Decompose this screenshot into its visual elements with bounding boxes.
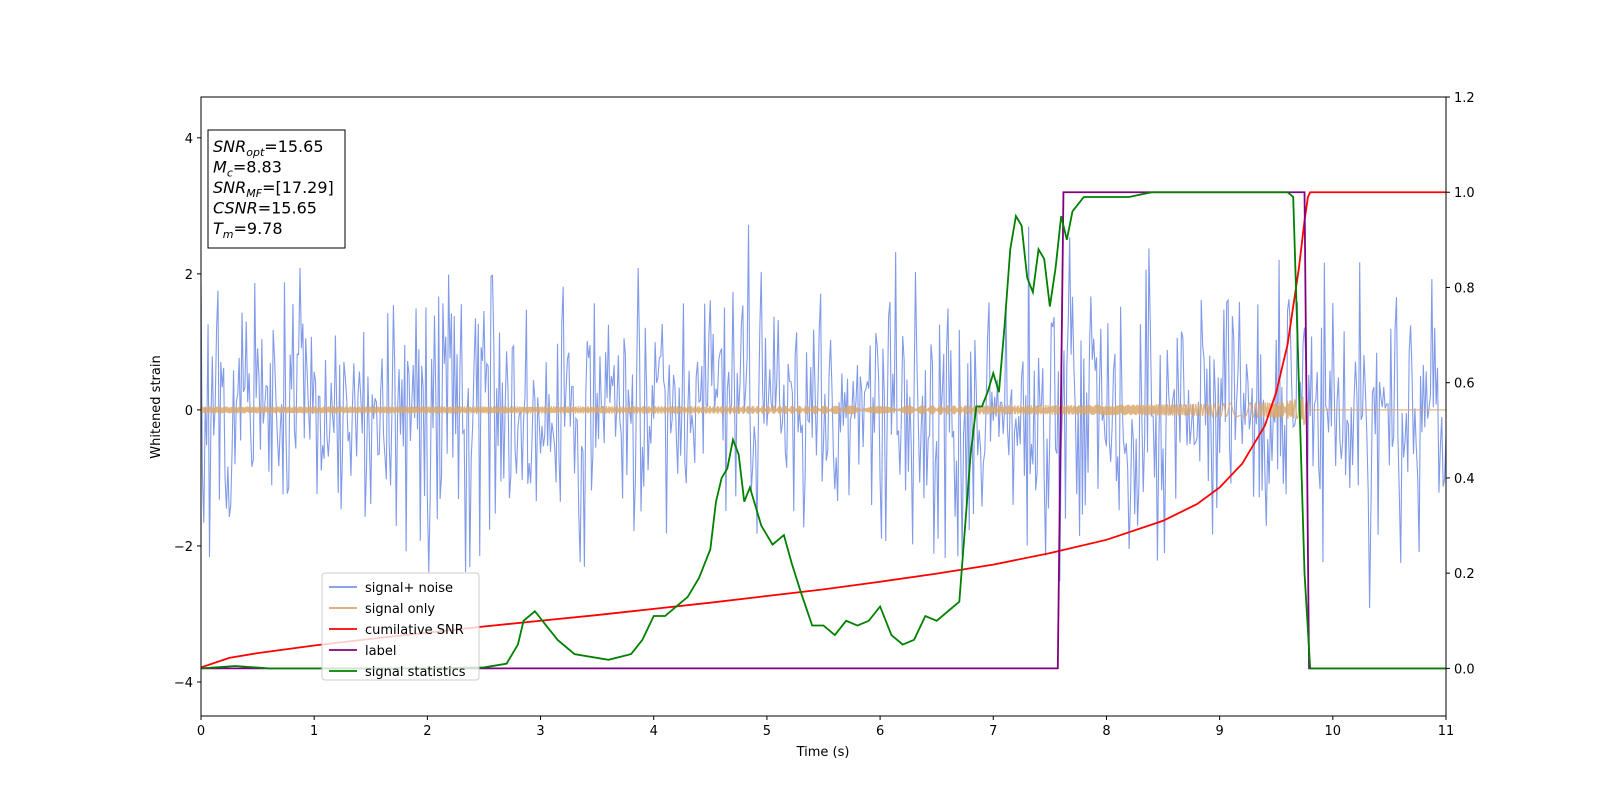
y2-tick-label: 1.2 [1454, 91, 1475, 106]
signal-plus-noise-line [201, 224, 1446, 609]
signal-statistics-line [201, 191, 1446, 670]
x-tick-label: 9 [1215, 724, 1223, 739]
y2-tick-label: 1.0 [1454, 186, 1475, 201]
y-tick-label: 4 [185, 132, 193, 147]
plot-frame [200, 96, 1447, 717]
x-tick-label: 0 [197, 724, 205, 739]
info-box: SNRopt=15.65Mc=8.83SNRMF=[17.29]CSNR=15.… [207, 129, 346, 249]
y-tick-label: −4 [174, 676, 193, 691]
y2-tick-label: 0.2 [1454, 567, 1475, 582]
signal-only-line [201, 396, 1446, 426]
y2-tick-label: 0.4 [1454, 472, 1475, 487]
x-tick-label: 1 [310, 724, 318, 739]
y2-tick-label: 0.8 [1454, 281, 1475, 296]
x-tick-label: 10 [1325, 724, 1342, 739]
info-box-line: SNRMF=[17.29] [213, 178, 334, 200]
x-tick-label: 3 [536, 724, 544, 739]
legend: signal+ noise signal only cumilative SNR la… [321, 572, 480, 681]
x-tick-label: 6 [876, 724, 884, 739]
y2-tick-label: 0.0 [1454, 662, 1475, 677]
legend-frame [321, 572, 480, 681]
info-box-line: Mc=8.83 [213, 158, 282, 180]
y-axis-label: Whitened strain [149, 355, 164, 458]
x-tick-label: 2 [423, 724, 431, 739]
x-tick-label: 8 [1102, 724, 1110, 739]
x-tick-label: 7 [989, 724, 997, 739]
y-tick-label: 2 [185, 268, 193, 283]
x-axis-label: Time (s) [796, 745, 850, 760]
legend-label: signal statistics [365, 665, 466, 680]
legend-label: label [365, 644, 396, 659]
x-tick-label: 11 [1438, 724, 1455, 739]
y-tick-label: −2 [174, 540, 193, 555]
x-tick-label: 5 [763, 724, 771, 739]
x-tick-label: 4 [650, 724, 658, 739]
y-tick-label: 0 [185, 404, 193, 419]
axes-layer: 0 1 2 3 4 5 6 7 8 9 10 11 −4 −2 0 2 4 0.0 0.2 0.4 0.6 0.8 1.0 1… [174, 91, 1475, 739]
info-box-line: CSNR=15.65 [213, 199, 317, 218]
legend-label: cumilative SNR [365, 623, 464, 638]
info-box-line: SNRopt=15.65 [213, 137, 324, 159]
y2-tick-label: 0.6 [1454, 377, 1475, 392]
legend-label: signal+ noise [365, 581, 453, 596]
legend-label: signal only [365, 602, 435, 617]
info-box-frame [207, 129, 346, 249]
info-box-line: Tm=9.78 [213, 219, 283, 241]
